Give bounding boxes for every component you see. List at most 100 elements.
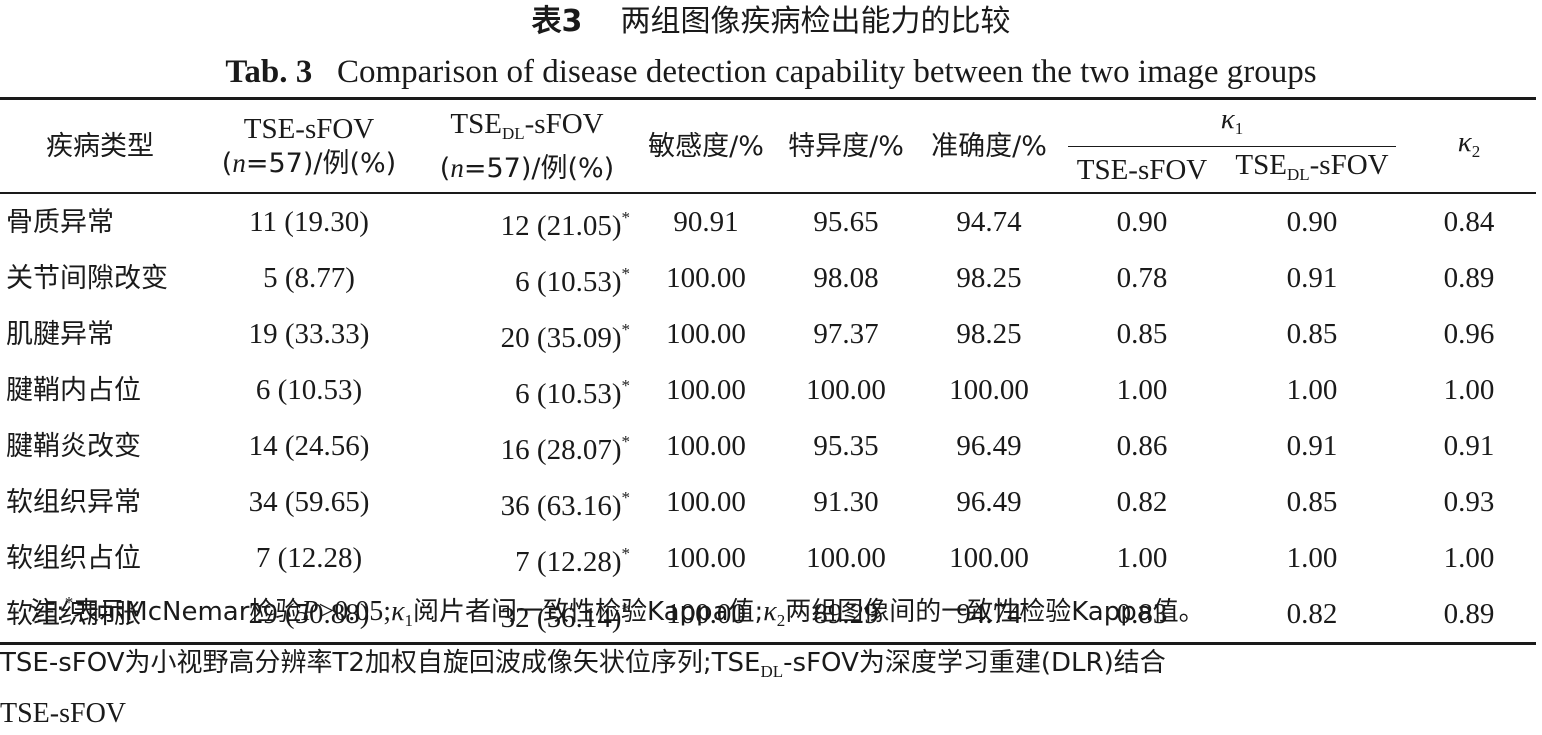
header-accuracy: 准确度/% — [931, 130, 1047, 162]
header-tse-n-rest: =57)/例(%) — [245, 148, 397, 179]
cell-type: 腱鞘内占位 — [6, 374, 141, 406]
cell-tsedl-value: 6 (10.53) — [515, 378, 622, 410]
kappa1-sub: 1 — [1234, 118, 1244, 138]
cell-tsedl: 6 (10.53)* — [418, 250, 636, 306]
cell-kappa2: 0.84 — [1443, 205, 1495, 238]
cell-kappa2: 0.93 — [1443, 485, 1495, 518]
header-tsedl-sub: DL — [501, 124, 525, 143]
header-k1-tsedl-sub: DL — [1286, 164, 1310, 184]
note-p-symbol: P — [301, 596, 319, 627]
header-tsedl: TSEDL-sFOV (n=57)/例(%) — [418, 101, 636, 193]
cell-tse: 6 (10.53) — [255, 373, 363, 406]
cell-specificity: 100.00 — [806, 541, 886, 574]
table-row: 软组织占位 7 (12.28) 7 (12.28)* 100.00 100.00… — [0, 530, 1536, 586]
header-k1-tsedl-suffix: -sFOV — [1309, 148, 1389, 181]
cell-specificity: 95.35 — [813, 429, 879, 462]
table-row: 腱鞘炎改变 14 (24.56) 16 (28.07)* 100.00 95.3… — [0, 418, 1536, 474]
header-tse-label: TSE-sFOV — [243, 113, 375, 145]
cell-kappa1-tsedl: 1.00 — [1286, 541, 1338, 574]
cell-tsedl-star: * — [621, 208, 631, 227]
cell-specificity: 98.08 — [813, 261, 879, 294]
header-sensitivity: 敏感度/% — [648, 130, 764, 162]
note-line-1: 注:*表示McNemar检验P>0.05;κ1阅片者间一致性检验Kappa值;κ… — [0, 582, 1542, 642]
cell-tse: 11 (19.30) — [249, 205, 369, 238]
note-kappa1: κ — [391, 596, 405, 627]
cell-specificity: 91.30 — [813, 485, 879, 518]
cell-kappa2: 1.00 — [1443, 541, 1495, 574]
header-kappa2: κ2 — [1402, 101, 1536, 193]
table-title-en: Tab. 3 Comparison of disease detection c… — [0, 52, 1542, 92]
note-part2: >0.05; — [318, 596, 392, 627]
cell-tsedl-value: 36 (63.16) — [500, 490, 622, 522]
cell-type: 软组织占位 — [6, 542, 141, 574]
note-line2-sub: DL — [760, 662, 784, 681]
note-line-2: TSE-sFOV为小视野高分辨率T2加权自旋回波成像矢状位序列;TSEDL-sF… — [0, 642, 1542, 693]
cell-tse: 19 (33.33) — [248, 317, 370, 350]
header-k1-tsedl-prefix: TSE — [1235, 148, 1287, 181]
kappa1-symbol: κ — [1220, 102, 1235, 135]
cell-type: 关节间隙改变 — [6, 262, 168, 294]
table-title-cn: 表3 两组图像疾病检出能力的比较 — [0, 4, 1542, 40]
cell-tse: 34 (59.65) — [248, 485, 370, 518]
table-title-cn-text: 两组图像疾病检出能力的比较 — [620, 4, 1011, 39]
note-kappa2: κ — [763, 596, 777, 627]
cell-sensitivity: 100.00 — [666, 317, 746, 350]
cell-specificity: 89.29 — [813, 597, 879, 630]
header-tsedl-n: (n=57)/例(%) — [440, 153, 614, 184]
cell-tsedl-value: 32 (56.14) — [500, 602, 622, 634]
cell-kappa1-tsedl: 0.85 — [1286, 317, 1338, 350]
cell-sensitivity: 100.00 — [666, 597, 746, 630]
cell-specificity: 95.65 — [813, 205, 879, 238]
cell-tsedl-value: 16 (28.07) — [500, 434, 622, 466]
header-tsedl-paren: ( — [439, 153, 451, 184]
cell-tsedl-value: 7 (12.28) — [515, 546, 622, 578]
cell-accuracy: 98.25 — [956, 261, 1022, 294]
header-tsedl-label: TSEDL-sFOV — [450, 108, 603, 143]
cell-type: 骨质异常 — [6, 206, 114, 238]
note-line-3: TSE-sFOV — [0, 698, 127, 729]
cell-accuracy: 96.49 — [956, 485, 1022, 518]
header-kappa1-tse: TSE-sFOV — [1076, 153, 1208, 186]
cell-tsedl-value: 20 (35.09) — [500, 322, 622, 354]
cell-kappa2: 0.89 — [1443, 261, 1495, 294]
cell-tsedl: 12 (21.05)* — [418, 193, 636, 250]
header-tse-n-symbol: n — [232, 148, 246, 178]
note-star: * — [64, 593, 74, 612]
cell-tsedl: 20 (35.09)* — [418, 306, 636, 362]
cell-accuracy: 100.00 — [949, 373, 1029, 406]
cell-kappa1-tsedl: 0.91 — [1286, 261, 1338, 294]
cell-type: 软组织肿胀 — [6, 598, 141, 630]
note-part1: 表示McNemar检验 — [73, 597, 302, 627]
cell-kappa2: 0.91 — [1443, 429, 1495, 462]
cell-tsedl-star: * — [621, 544, 631, 563]
cell-kappa1-tse: 0.85 — [1116, 317, 1168, 350]
cell-kappa1-tsedl: 0.85 — [1286, 485, 1338, 518]
cell-tsedl-star: * — [621, 432, 631, 451]
cell-accuracy: 100.00 — [949, 541, 1029, 574]
note-part3: 阅片者间一致性检验Kappa值; — [413, 597, 764, 627]
cell-tse: 14 (24.56) — [248, 429, 370, 462]
note-kappa1-sub: 1 — [404, 611, 414, 630]
cell-kappa1-tse: 0.86 — [1116, 429, 1168, 462]
cell-kappa2: 0.89 — [1443, 597, 1495, 630]
table-row: 骨质异常 11 (19.30) 12 (21.05)* 90.91 95.65 … — [0, 193, 1536, 250]
header-tse-paren: ( — [221, 148, 233, 179]
header-kappa1: κ1 — [1062, 101, 1402, 147]
cell-tse: 29 (50.88) — [248, 597, 370, 630]
cell-type: 腱鞘炎改变 — [6, 430, 141, 462]
cell-kappa1-tsedl: 1.00 — [1286, 373, 1338, 406]
cell-tsedl-value: 12 (21.05) — [500, 210, 622, 242]
cell-tsedl-star: * — [621, 264, 631, 283]
table-number-en: Tab. 3 — [225, 54, 313, 90]
note-lead: 注: — [30, 597, 65, 627]
cell-kappa1-tsedl: 0.82 — [1286, 597, 1338, 630]
cell-kappa1-tse: 0.90 — [1116, 205, 1168, 238]
cell-kappa1-tse: 0.82 — [1116, 485, 1168, 518]
header-tsedl-n-symbol: n — [450, 153, 464, 183]
table-row: 软组织肿胀 29 (50.88) 32 (56.14) * 100.00 89.2… — [0, 586, 1536, 644]
cell-kappa1-tsedl: 0.91 — [1286, 429, 1338, 462]
table-row: 关节间隙改变 5 (8.77) 6 (10.53)* 100.00 98.08 … — [0, 250, 1536, 306]
header-kappa1-tsedl: TSEDL-sFOV — [1222, 147, 1402, 193]
cell-kappa1-tse: 0.83 — [1116, 597, 1168, 630]
cell-tsedl: 6 (10.53)* — [418, 362, 636, 418]
